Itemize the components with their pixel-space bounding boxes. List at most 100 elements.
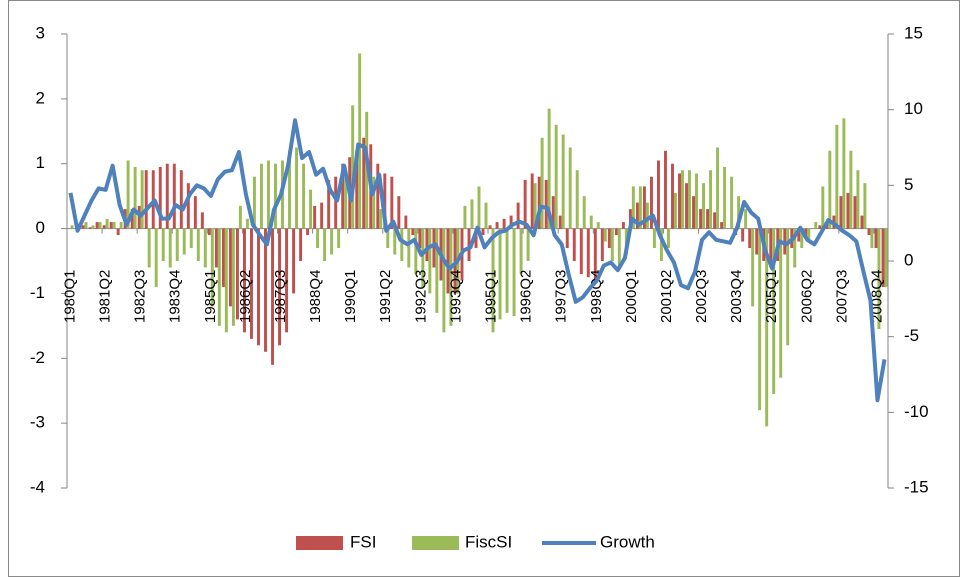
bar — [589, 215, 593, 229]
bar — [645, 202, 649, 229]
legend-label: Growth — [600, 532, 655, 551]
bar — [189, 228, 193, 249]
bar — [617, 228, 621, 268]
bar — [877, 228, 881, 330]
bar — [867, 228, 871, 236]
bar — [306, 228, 310, 236]
bar — [631, 186, 635, 229]
bar — [474, 228, 478, 249]
bar — [320, 202, 324, 229]
y-tick-label: -2 — [30, 348, 45, 367]
bar — [278, 228, 282, 346]
bar — [242, 228, 246, 333]
bar — [488, 225, 492, 229]
bar — [856, 170, 860, 229]
bar — [498, 228, 502, 320]
bar — [404, 215, 408, 229]
bar — [565, 228, 569, 249]
bar — [561, 134, 565, 229]
y2-tick-label: 5 — [904, 175, 913, 194]
bar — [748, 228, 752, 249]
bar — [453, 228, 457, 294]
y-tick-label: 3 — [36, 23, 45, 42]
bar — [344, 176, 348, 229]
bar — [610, 228, 614, 261]
y-tick-label: 1 — [36, 153, 45, 172]
bar — [666, 228, 670, 249]
bar — [716, 147, 720, 229]
bar — [828, 150, 832, 229]
bar — [849, 150, 853, 229]
bar — [418, 228, 422, 249]
bar — [337, 228, 341, 249]
bar — [568, 147, 572, 229]
bar — [582, 196, 586, 229]
bar — [758, 228, 762, 411]
bar — [481, 228, 485, 236]
bar — [744, 209, 748, 229]
bar — [614, 228, 618, 236]
bar — [814, 222, 818, 229]
bar — [372, 176, 376, 229]
bar — [341, 163, 345, 229]
bar — [274, 163, 277, 229]
bar — [772, 228, 776, 394]
bar — [807, 228, 811, 242]
bar — [112, 222, 116, 229]
bar — [741, 228, 745, 242]
bar — [393, 228, 397, 255]
bar — [769, 228, 773, 268]
bar — [432, 228, 436, 268]
bar — [390, 176, 394, 229]
bar — [179, 170, 183, 229]
bar — [652, 228, 656, 249]
bar — [386, 228, 390, 249]
y2-tick-label: 10 — [904, 99, 923, 118]
bar — [257, 228, 260, 346]
bar — [692, 196, 696, 229]
bar — [313, 205, 317, 229]
bar — [839, 196, 843, 229]
y2-tick-label: 0 — [904, 250, 913, 269]
bar — [299, 228, 303, 261]
bar — [702, 183, 705, 229]
x-tick-label: 1995Q1 — [483, 270, 500, 323]
bar — [835, 124, 839, 229]
x-tick-label: 2003Q4 — [728, 270, 745, 323]
bar — [98, 222, 102, 229]
bar — [846, 192, 850, 229]
bar — [638, 186, 642, 229]
bar — [572, 228, 576, 261]
bar — [224, 228, 228, 333]
bar — [842, 118, 846, 229]
bar — [81, 225, 85, 229]
bar — [70, 225, 74, 229]
bar — [193, 196, 197, 229]
x-tick-label: 1991Q2 — [377, 270, 394, 323]
bar — [446, 228, 450, 294]
bar — [221, 228, 225, 287]
x-tick-label: 1981Q2 — [97, 270, 114, 323]
bar — [168, 228, 172, 268]
bar — [621, 222, 625, 229]
bar — [558, 215, 562, 229]
bar — [874, 228, 878, 249]
bar — [217, 228, 221, 326]
bar — [200, 212, 204, 229]
chart-frame — [8, 0, 960, 577]
bar — [126, 160, 130, 229]
bar — [699, 209, 703, 229]
bar — [161, 228, 165, 261]
bar — [116, 228, 120, 236]
bar — [285, 228, 289, 333]
bar — [579, 228, 583, 274]
bar — [797, 228, 801, 242]
bar — [860, 215, 864, 229]
y-tick-label: -4 — [30, 477, 45, 496]
bar — [688, 170, 691, 229]
bar — [88, 227, 92, 229]
bar — [259, 163, 263, 229]
bar — [477, 186, 481, 229]
x-tick-label: 1996Q2 — [518, 270, 535, 323]
x-tick-label: 1986Q2 — [237, 270, 254, 323]
